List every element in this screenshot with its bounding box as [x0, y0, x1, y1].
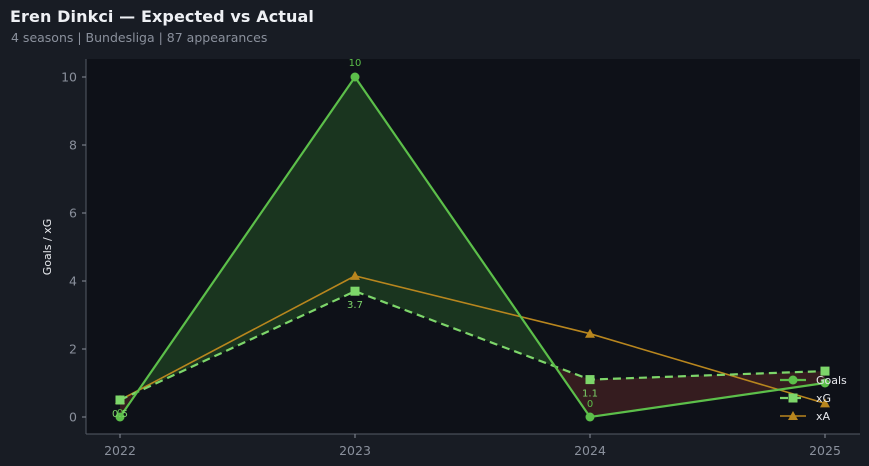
- x-tick-label: 2024: [574, 443, 606, 458]
- legend-circle-icon: [788, 375, 798, 385]
- legend-square-icon: [788, 393, 798, 403]
- data-point: [350, 286, 360, 296]
- legend-label-xg: xG: [816, 392, 831, 405]
- y-tick-label: 6: [69, 206, 77, 221]
- series-line-goals: [119, 75, 826, 419]
- y-tick-label: 0: [69, 410, 77, 425]
- data-point: [820, 398, 830, 408]
- data-point: [820, 366, 830, 376]
- y-tick-label: 8: [69, 138, 77, 153]
- legend-triangle-icon: [788, 411, 798, 420]
- data-point: [115, 412, 125, 422]
- y-tick-label: 4: [69, 274, 77, 289]
- goals-data-label: 10: [349, 58, 362, 69]
- xg-data-label: 1.1: [582, 389, 598, 400]
- series-line-xa: [119, 275, 826, 405]
- y-tick-label: 10: [61, 70, 77, 85]
- goals-data-label: 0: [587, 399, 593, 410]
- series-line-xg: [119, 290, 826, 401]
- xg-data-label: 3.7: [347, 300, 363, 311]
- series-lines: [115, 72, 830, 422]
- chart-subtitle: 4 seasons | Bundesliga | 87 appearances: [11, 30, 268, 45]
- goals-data-label: 0: [117, 408, 123, 419]
- x-tick-label: 2023: [339, 443, 371, 458]
- y-axis-label: Goals / xG: [41, 219, 54, 276]
- data-point: [350, 72, 360, 82]
- data-point: [585, 412, 595, 422]
- y-tick-label: 2: [69, 342, 77, 357]
- x-tick-label: 2022: [104, 443, 136, 458]
- chart-title: Eren Dinkci — Expected vs Actual: [10, 7, 315, 26]
- legend-label-goals: Goals: [816, 374, 847, 387]
- data-point: [585, 328, 595, 338]
- axes: 0 2 4 6 8 10 2022 2023 2024 2025 Goals / xG: [41, 59, 860, 458]
- xg-data-label: 0.5: [112, 409, 128, 420]
- data-point: [350, 270, 360, 280]
- legend: Goals xG xA: [780, 374, 847, 423]
- x-tick-label: 2025: [809, 443, 841, 458]
- legend-label-xa: xA: [816, 410, 831, 423]
- data-point: [585, 375, 595, 385]
- data-point: [115, 395, 125, 405]
- data-point: [820, 378, 830, 388]
